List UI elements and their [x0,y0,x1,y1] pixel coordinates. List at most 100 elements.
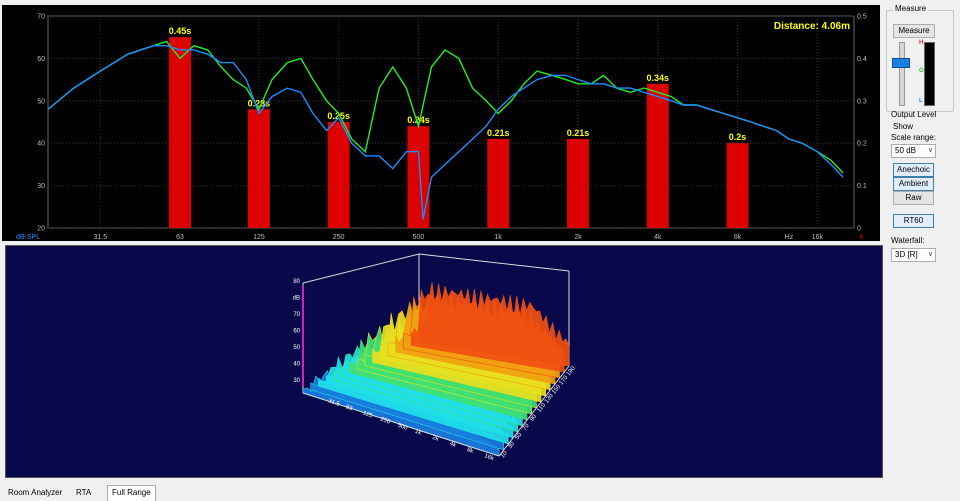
rt60-bar-label: 0.24s [407,115,430,125]
rt60-bars: 0.45s 0.28s 0.25s 0.24s 0.21s 0.21s 0.34s 0.2s [169,26,749,229]
waterfall-z-ticks: 80 dB 70 60 50 40 30 [293,279,301,384]
measure-button[interactable]: Measure [893,24,935,38]
output-level-slider-thumb[interactable] [892,58,910,69]
waterfall-freq-tick-label: 63 [345,404,354,412]
rt60-bar [169,37,192,229]
y-axis-right-ticks: 0.5 0.4 0.3 0.2 0.1 0 [857,14,867,233]
waterfall-time-tick-label: 150 [551,383,562,395]
waterfall-z-tick-label: 80 [293,279,300,285]
x-tick-label: 500 [413,234,425,241]
rt60-bar-label: 0.45s [169,26,192,36]
waterfall-select[interactable]: 3D [R] ∨ [891,248,936,262]
x-tick-label: 4k [654,234,662,241]
response-line [47,45,844,220]
x-tick-label: 16k [812,234,824,241]
x-tick-label: 63 [176,234,184,241]
y-left-tick-label: 70 [37,14,45,21]
rt60-bar-label: 0.2s [729,132,747,142]
y-right-tick-label: 0.2 [857,141,867,148]
waterfall-freq-tick-label: 4k [449,441,458,449]
rt60-bar [487,138,510,228]
y-unit-label: dB-SPL [16,234,40,241]
output-level-slider-track[interactable] [899,42,905,106]
waterfall-panel: 80 dB 70 60 50 40 30 31.5 63 125 250 500 1k 2k 4k 8k 16… [5,245,883,478]
x-tick-label: 2k [574,234,582,241]
waterfall-freq-tick-label: 16k [483,453,495,462]
waterfall-freq-tick-label: 31.5 [327,398,341,408]
waterfall-freq-tick-label: 500 [397,423,409,432]
rt60-bar-label: 0.34s [647,73,670,83]
y-right-tick-label: 0.3 [857,98,867,105]
waterfall-time-tick-label: 110 [537,402,548,414]
output-level-label: Output Level [891,110,937,119]
waterfall-freq-tick-label: 250 [379,417,391,426]
y-right-tick-label: 0 [857,226,861,233]
y-right-tick-label: 0.1 [857,183,867,190]
chevron-down-icon: ∨ [927,251,933,258]
y-right-tick-label: 0.5 [857,14,867,21]
rt60-bar [726,143,749,228]
waterfall-z-tick-label: 40 [293,362,300,368]
x-end-marker: k [860,234,864,241]
measure-group: Measure [886,4,954,112]
measure-group-title: Measure [893,4,929,13]
raw-button[interactable]: Raw [893,191,934,205]
tab-rta[interactable]: RTA [76,488,92,497]
rt60-bar-label: 0.25s [327,111,350,121]
waterfall-color-scale [302,286,304,386]
rt60-bar-label: 0.21s [567,128,590,138]
waterfall-freq-tick-label: 1k [414,429,423,437]
distance-readout: Distance: 4.06m [774,21,850,32]
waterfall-time-tick-label: 90 [529,413,538,422]
level-meter [924,42,935,106]
rt60-bar [646,83,669,228]
control-sidebar: Measure Measure H G L Output Level Show … [886,4,958,482]
y-left-tick-label: 60 [37,56,45,63]
y-left-tick-label: 30 [37,183,45,190]
tab-full-range[interactable]: Full Range [107,485,156,501]
rt60-bar [567,138,590,228]
y-right-tick-label: 0.4 [857,56,867,63]
response-lines [47,40,844,220]
waterfall-value: 3D [R] [895,250,918,259]
waterfall-label: Waterfall: [891,236,925,245]
waterfall-time-tick-label: 190 [566,365,577,377]
waterfall-z-tick-label: 70 [293,312,300,318]
x-tick-label: 8k [734,234,742,241]
rt60-bar [407,126,430,228]
waterfall-z-tick-label: dB [293,296,300,302]
scale-range-label: Scale range: [891,133,936,142]
x-tick-label: Hz [785,234,794,241]
x-tick-label: 31.5 [93,234,107,241]
waterfall-freq-tick-label: 125 [362,410,374,419]
waterfall-freq-tick-label: 8k [466,447,475,455]
waterfall-time-tick-label: 70 [522,422,531,431]
waterfall-freq-ticks: 31.5 63 125 250 500 1k 2k 4k 8k 16k [327,398,495,462]
waterfall-time-tick-label: 130 [544,392,555,404]
x-tick-label: 1k [495,234,503,241]
waterfall-freq-tick-label: 2k [431,435,440,443]
y-left-tick-label: 20 [37,226,45,233]
anechoic-button[interactable]: Anechoic [893,163,934,177]
rt60-button[interactable]: RT60 [893,214,934,228]
view-tabs: Room Analyzer RTA Full Range [0,485,960,501]
waterfall-z-tick-label: 50 [293,345,300,351]
scale-range-select[interactable]: 50 dB ∨ [891,144,936,158]
waterfall-z-tick-label: 30 [293,378,300,384]
waterfall-3d-plot: 80 dB 70 60 50 40 30 31.5 63 125 250 500 1k 2k 4k 8k 16… [293,253,577,463]
rt60-bar [247,109,270,228]
waterfall-z-tick-label: 60 [293,329,300,335]
rt60-bar-label: 0.28s [248,98,271,108]
y-left-tick-label: 40 [37,141,45,148]
waterfall-surface [302,282,570,457]
frequency-response-chart: 70 60 50 40 30 20 0.5 0.4 0.3 0.2 0.1 0 31.5 63 125 2… [2,5,880,241]
x-tick-label: 125 [253,234,265,241]
rt60-bar [327,122,350,228]
scale-range-value: 50 dB [895,146,916,155]
meter-high-label: H [919,40,924,46]
ambient-button[interactable]: Ambient [893,177,934,191]
tab-room-analyzer[interactable]: Room Analyzer [8,488,63,497]
y-left-tick-label: 50 [37,98,45,105]
meter-low-label: L [919,98,923,104]
